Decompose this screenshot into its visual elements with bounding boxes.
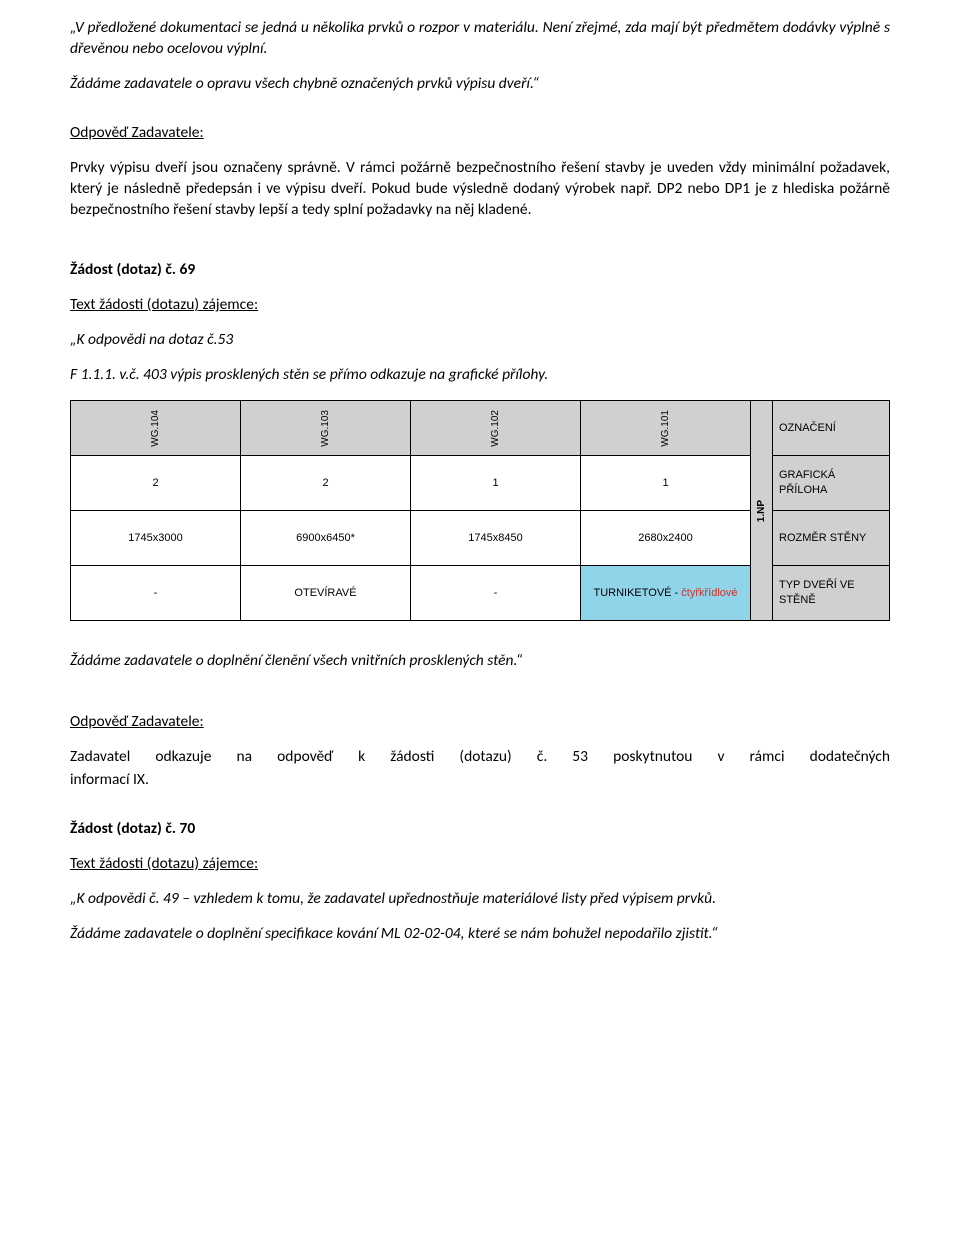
response-heading-2: Odpověď Zadavatele: [70, 712, 890, 733]
wall-spec-table: WG.104 WG.103 WG.102 WG.101 1.NP OZNAČEN… [70, 400, 890, 621]
cell-rozm-1: 2680x2400 [581, 511, 751, 566]
request-text-label-70: Text žádosti (dotazu) zájemce: [70, 854, 890, 875]
request-69-line2: F 1.1.1. v.č. 403 výpis prosklených stěn… [70, 365, 890, 386]
response-heading-1: Odpověď Zadavatele: [70, 123, 890, 144]
cell-rozm-2: 1745x8450 [411, 511, 581, 566]
cell-typ-3: OTEVÍRAVÉ [241, 566, 411, 621]
col-ozn-3: WG.103 [319, 410, 333, 447]
row-label-rozm: ROZMĚR STĚNY [773, 511, 890, 566]
cell-typ-2: - [411, 566, 581, 621]
request-heading-69: Žádost (dotaz) č. 69 [70, 260, 890, 281]
response-body-2a: Zadavatel odkazuje na odpověď k žádosti … [70, 747, 890, 768]
row-label-ozn: OZNAČENÍ [773, 401, 890, 456]
request-70-line1: K odpovědi č. 49 – vzhledem k tomu, že z… [70, 889, 890, 910]
row-label-graf: GRAFICKÁ PŘÍLOHA [773, 456, 890, 511]
cell-graf-4: 2 [71, 456, 241, 511]
col-ozn-4: WG.104 [149, 410, 163, 447]
cell-graf-2: 1 [411, 456, 581, 511]
cell-typ-4: - [71, 566, 241, 621]
intro-para-2: Žádáme zadavatele o opravu všech chybně … [70, 74, 890, 95]
row-label-typ: TYP DVEŘÍ VE STĚNĚ [773, 566, 890, 621]
cell-typ-1: TURNIKETOVÉ - čtyřkřídlové [581, 566, 751, 621]
response-body-2b: informací IX. [70, 770, 890, 791]
intro-para-1: V předložené dokumentaci se jedná u něko… [70, 18, 890, 60]
col-ozn-2: WG.102 [489, 410, 503, 447]
cell-graf-3: 2 [241, 456, 411, 511]
request-69-line3: Žádáme zadavatele o doplnění členění vše… [70, 651, 890, 672]
table-row: WG.104 WG.103 WG.102 WG.101 1.NP OZNAČEN… [71, 401, 890, 456]
col-ozn-1: WG.101 [659, 410, 673, 447]
cell-rozm-3: 6900x6450* [241, 511, 411, 566]
request-heading-70: Žádost (dotaz) č. 70 [70, 819, 890, 840]
request-69-line1: K odpovědi na dotaz č.53 [70, 330, 890, 351]
request-70-line2: Žádáme zadavatele o doplnění specifikace… [70, 924, 890, 945]
cell-rozm-4: 1745x3000 [71, 511, 241, 566]
np-label: 1.NP [755, 500, 769, 522]
request-text-label-69: Text žádosti (dotazu) zájemce: [70, 295, 890, 316]
response-body-1: Prvky výpisu dveří jsou označeny správně… [70, 158, 890, 221]
cell-graf-1: 1 [581, 456, 751, 511]
